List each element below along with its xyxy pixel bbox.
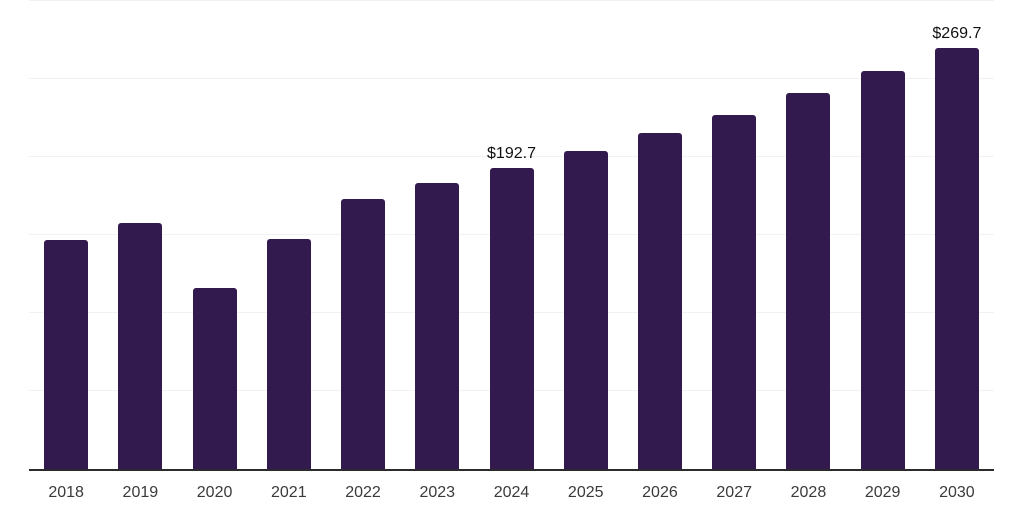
x-axis-tick-label-2020: 2020	[196, 484, 233, 501]
x-axis-tick-label-2029: 2029	[864, 484, 901, 501]
bar-2021	[266, 238, 311, 469]
bar-2024	[489, 168, 534, 469]
bar-value-label-2030: $269.7	[932, 25, 982, 43]
bar-value-label-2024: $192.7	[487, 145, 536, 163]
bar-2029	[860, 71, 905, 469]
x-axis-tick-label-2022: 2022	[345, 484, 381, 501]
bar-2026	[637, 133, 682, 469]
x-axis-tick-label-2019: 2019	[122, 484, 159, 501]
plot-area: $192.7 $269.7	[29, 0, 994, 471]
x-axis-tick-label-2024: 2024	[493, 484, 530, 501]
x-axis: 2018 2019 2020 2021 2022 2023 2024 2025 2026 2027…	[29, 484, 994, 504]
x-axis-tick-label-2021: 2021	[271, 484, 307, 501]
gridline	[29, 0, 994, 1]
bar-2020	[192, 287, 237, 469]
bar-2030	[934, 48, 979, 469]
bar-2022	[341, 198, 386, 469]
bar-2028	[786, 93, 831, 469]
gridline	[29, 78, 994, 79]
x-axis-tick-label-2025: 2025	[567, 484, 604, 501]
bar-2027	[712, 115, 757, 469]
x-axis-tick-label-2028: 2028	[790, 484, 827, 501]
x-axis-tick-label-2023: 2023	[419, 484, 456, 501]
x-axis-tick-label-2018: 2018	[48, 484, 84, 501]
bar-2023	[415, 183, 460, 469]
bar-2025	[563, 151, 608, 469]
x-axis-tick-label-2027: 2027	[716, 484, 752, 501]
x-axis-tick-label-2026: 2026	[642, 484, 678, 501]
bar-2018	[44, 239, 89, 469]
bar-2019	[118, 223, 163, 469]
x-axis-tick-label-2030: 2030	[939, 484, 975, 501]
